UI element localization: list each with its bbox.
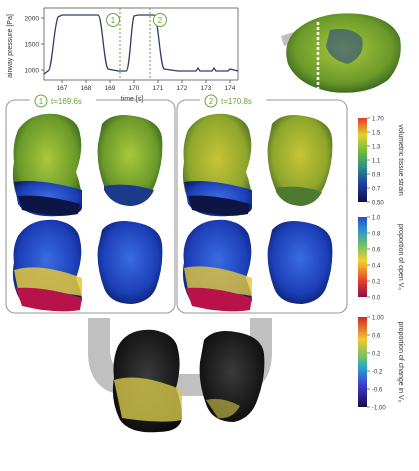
lung-slice-p1-strain-left: [12, 113, 83, 217]
colorbar-tick-label: 0.6: [372, 248, 381, 254]
chart-ylabel: airway pressure [Pa]: [7, 14, 14, 78]
panel-badge-1: [34, 94, 48, 108]
colorbar-tick-label: 0.9: [372, 173, 381, 179]
lung-slice-p2-open-right: [267, 221, 333, 304]
marker-badge-2: [153, 13, 167, 27]
colorbar-tick-label: 1.0: [372, 216, 381, 222]
pressure-series-line: [43, 14, 239, 75]
colorbar-strain-ticks: 1.70 1.5 1.3 1.1 0.9 0.7 0.50: [367, 117, 384, 207]
lung-overview-dark-region: [326, 29, 363, 64]
x-tick-label: 169: [105, 85, 116, 92]
colorbar-change-ticks: 1.00 0.6 0.2 -0.2 -0.6 -1.00: [367, 316, 386, 412]
x-tick-label: 167: [57, 85, 68, 92]
panel-title-2: t=170.8s: [221, 97, 252, 106]
colorbar-tick-label: 0.2: [372, 352, 381, 358]
colorbar-change: 1.00 0.6 0.2 -0.2 -0.6 -1.00 proportion of ch…: [358, 316, 404, 412]
colorbar-strain-label: volumetric tissue strain: [397, 124, 404, 195]
panel-badge-2: [204, 94, 218, 108]
lung-slice-p2-strain-right: [267, 115, 333, 206]
lung-slice-p2-strain-left: [182, 113, 252, 217]
lung-slice-p1-strain-right: [97, 115, 163, 206]
chart-y-ticks: 2000 1500 1000: [25, 16, 44, 75]
chart-x-ticks: 167 168 169 170 171 172 173 174: [57, 80, 236, 92]
x-tick-label: 170: [129, 85, 140, 92]
x-tick-label: 172: [177, 85, 188, 92]
colorbar-tick-label: -1.00: [372, 406, 386, 412]
lung-slice-p1-open-left: [12, 219, 83, 312]
lung-slice-change-right: [199, 331, 265, 422]
colorbar-tick-label: 0.50: [372, 201, 384, 207]
colorbar-open: 1.0 0.8 0.6 0.4 0.2 0.0 proportion of open V₀: [358, 216, 404, 302]
colorbar-tick-label: 1.1: [372, 159, 381, 165]
colorbar-tick-label: 0.4: [372, 264, 381, 270]
y-tick-label: 2000: [25, 16, 40, 23]
colorbar-open-gradient: [358, 217, 367, 297]
colorbar-tick-label: 1.70: [372, 117, 384, 123]
colorbar-tick-label: -0.2: [372, 370, 383, 376]
lung-slice-p2-open-left: [182, 219, 252, 312]
colorbar-tick-label: 0.8: [372, 232, 381, 238]
colorbar-open-ticks: 1.0 0.8 0.6 0.4 0.2 0.0: [367, 216, 381, 302]
x-tick-label: 174: [225, 85, 236, 92]
pressure-chart: airway pressure [Pa] time [s] 2000150010…: [7, 7, 239, 103]
panel-title-1: t=169.6s: [51, 97, 82, 106]
lung-slice-p1-open-right: [97, 221, 163, 304]
colorbar-change-gradient: [358, 317, 367, 407]
y-tick-label: 1500: [25, 42, 40, 49]
colorbar-strain: 1.70 1.5 1.3 1.1 0.9 0.7 0.50 volumetric tissu…: [358, 117, 404, 207]
panel-badge-2-label: 2: [209, 97, 214, 106]
colorbar-change-label: proportion of change in V₀: [397, 321, 404, 402]
lung-slice-change-left: [112, 329, 182, 433]
colorbar-tick-label: 0.0: [372, 296, 381, 302]
y-tick-label: 1000: [25, 68, 40, 75]
colorbar-tick-label: -0.6: [372, 388, 383, 394]
panel-header-bg-2: [200, 97, 266, 105]
marker-badge-1-label: 1: [111, 16, 116, 25]
x-tick-label: 171: [153, 85, 164, 92]
lung-overview-image: [281, 13, 401, 94]
marker-badge-2-label: 2: [158, 16, 163, 25]
panel-badge-1-label: 1: [39, 97, 44, 106]
x-tick-label: 168: [81, 85, 92, 92]
colorbar-tick-label: 0.6: [372, 334, 381, 340]
x-tick-label: 173: [201, 85, 212, 92]
marker-badge-1: [106, 13, 120, 27]
colorbar-strain-gradient: [358, 118, 367, 202]
colorbar-tick-label: 0.7: [372, 187, 381, 193]
colorbar-tick-label: 1.00: [372, 316, 384, 322]
colorbar-open-label: proportion of open V₀: [397, 224, 404, 290]
colorbar-tick-label: 1.5: [372, 131, 381, 137]
chart-plot-frame: [43, 7, 239, 81]
colorbar-tick-label: 1.3: [372, 145, 381, 151]
panel-header-bg-1: [30, 97, 96, 105]
colorbar-tick-label: 0.2: [372, 280, 381, 286]
